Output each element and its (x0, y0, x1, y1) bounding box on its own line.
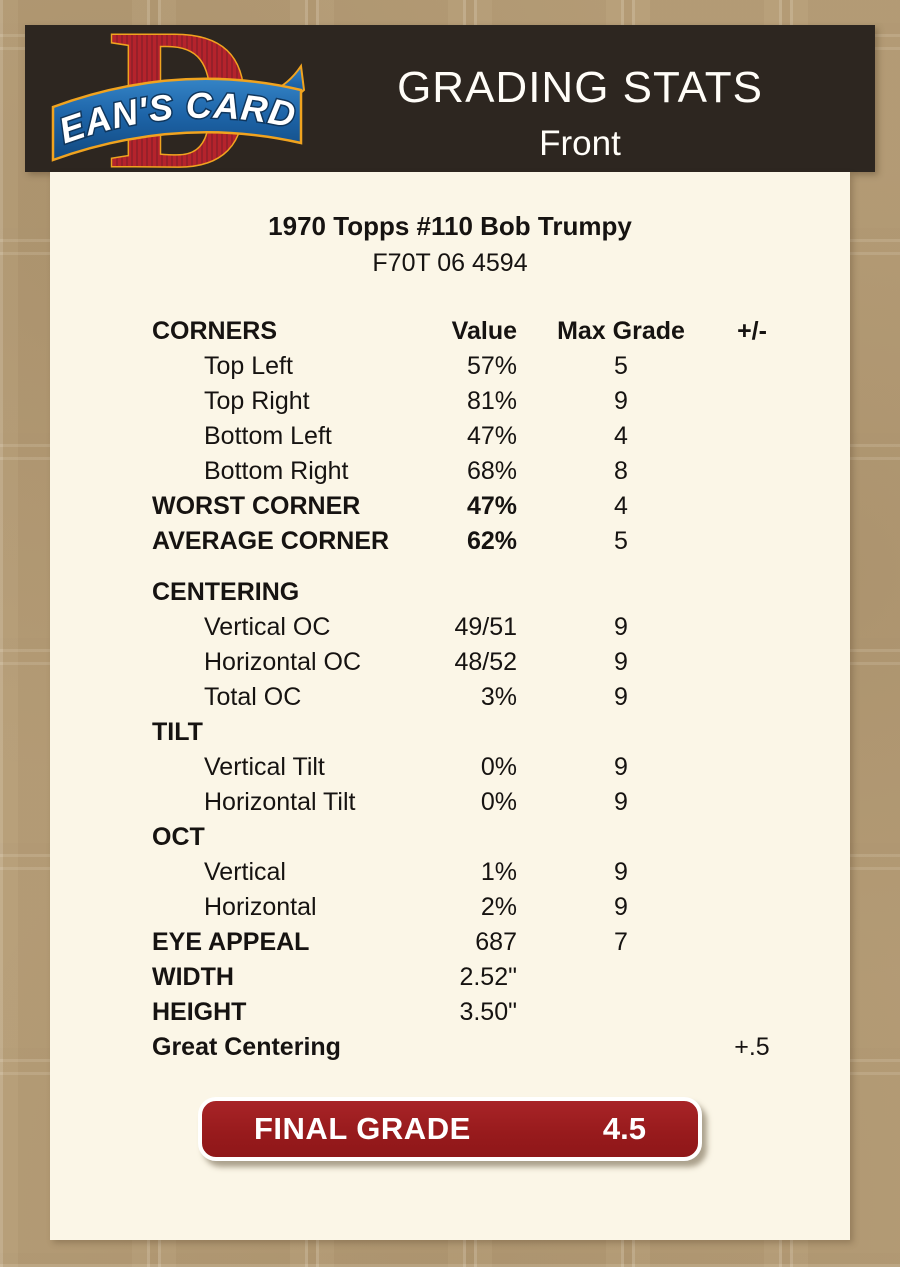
row-max-grade: 9 (614, 788, 628, 816)
row-label: AVERAGE CORNER (152, 527, 390, 555)
table-row-worst-corner: WORST CORNER 47% 4 (152, 489, 792, 524)
row-value: 1% (480, 858, 517, 886)
table-row: Top Right 81% 9 (152, 384, 792, 419)
table-row: Horizontal 2% 9 (152, 890, 792, 925)
table-row-width: WIDTH 2.52" (152, 960, 792, 995)
row-label: Top Right (204, 387, 310, 415)
row-value: 2.52" (459, 963, 517, 991)
table-row: Total OC 3% 9 (152, 680, 792, 715)
table-header-row: CORNERS Value Max Grade +/- (152, 314, 792, 349)
row-value: 0% (480, 788, 517, 816)
row-label: Total OC (204, 683, 302, 711)
section-label: TILT (152, 718, 203, 746)
card-title: 1970 Topps #110 Bob Trumpy (268, 211, 632, 241)
row-max-grade: 9 (614, 648, 628, 676)
final-grade-label: FINAL GRADE (254, 1111, 471, 1146)
table-section-gap (152, 559, 792, 575)
deans-cards-logo-icon: D DEAN'S CARDS (51, 30, 306, 172)
row-label: Horizontal (204, 893, 317, 921)
row-label: Bottom Right (204, 457, 349, 485)
row-value: 0% (480, 753, 517, 781)
row-max-grade: 9 (614, 613, 628, 641)
ribbon-banner (51, 77, 303, 162)
page-subtitle: Front (539, 124, 621, 163)
column-header-plus-minus: +/- (737, 317, 767, 345)
row-max-grade: 9 (614, 858, 628, 886)
row-value: 48/52 (454, 648, 517, 676)
page-title: GRADING STATS (397, 63, 763, 112)
row-value: 57% (466, 352, 517, 380)
table-row: Bottom Right 68% 8 (152, 454, 792, 489)
row-max-grade: 8 (614, 457, 628, 485)
row-max-grade: 7 (614, 928, 628, 956)
row-value: 3.50" (459, 998, 517, 1026)
card-serial-number: F70T 06 4594 (372, 249, 528, 277)
table-row-great-centering: Great Centering +.5 (152, 1030, 792, 1065)
page-header: D DEAN'S CARDS GRADING STATS Front (25, 25, 875, 172)
row-label: WIDTH (152, 963, 234, 991)
final-grade-value: 4.5 (602, 1111, 646, 1146)
row-label: Vertical Tilt (204, 753, 325, 781)
row-max-grade: 5 (614, 527, 628, 555)
table-row-average-corner: AVERAGE CORNER 62% 5 (152, 524, 792, 559)
row-value: 2% (480, 893, 517, 921)
row-label: Vertical (204, 858, 286, 886)
row-value: 47% (466, 492, 517, 520)
section-label: OCT (152, 823, 205, 851)
grading-report-panel: 1970 Topps #110 Bob Trumpy F70T 06 4594 … (50, 172, 850, 1240)
row-max-grade: 5 (614, 352, 628, 380)
table-section-centering: CENTERING (152, 575, 792, 610)
row-max-grade: 9 (614, 683, 628, 711)
row-value: 3% (480, 683, 517, 711)
column-header-corners: CORNERS (152, 317, 278, 345)
row-max-grade: 9 (614, 753, 628, 781)
row-max-grade: 4 (614, 492, 628, 520)
final-grade-banner: FINAL GRADE 4.5 (198, 1097, 702, 1161)
row-label: WORST CORNER (152, 492, 361, 520)
table-row: Top Left 57% 5 (152, 349, 792, 384)
column-header-max-grade: Max Grade (557, 317, 685, 345)
table-row-height: HEIGHT 3.50" (152, 995, 792, 1030)
table-section-tilt: TILT (152, 715, 792, 750)
table-row: Vertical Tilt 0% 9 (152, 750, 792, 785)
row-max-grade: 9 (614, 387, 628, 415)
table-section-oct: OCT (152, 820, 792, 855)
table-row: Vertical 1% 9 (152, 855, 792, 890)
row-label: Great Centering (152, 1033, 341, 1061)
row-label: HEIGHT (152, 998, 247, 1026)
row-max-grade: 4 (614, 422, 628, 450)
row-label: Top Left (204, 352, 293, 380)
row-value: 687 (475, 928, 517, 956)
row-value: 49/51 (454, 613, 517, 641)
row-plus-minus: +.5 (734, 1033, 770, 1061)
row-value: 62% (466, 527, 517, 555)
row-label: Bottom Left (204, 422, 332, 450)
table-row: Vertical OC 49/51 9 (152, 610, 792, 645)
row-value: 68% (466, 457, 517, 485)
table-row: Horizontal OC 48/52 9 (152, 645, 792, 680)
table-row-eye-appeal: EYE APPEAL 687 7 (152, 925, 792, 960)
column-header-value: Value (451, 317, 517, 345)
section-label: CENTERING (152, 578, 300, 606)
row-label: Vertical OC (204, 613, 331, 641)
table-row: Horizontal Tilt 0% 9 (152, 785, 792, 820)
grading-table: CORNERS Value Max Grade +/- Top Left 57%… (152, 314, 792, 1065)
header-titles: GRADING STATS Front (365, 25, 795, 172)
row-max-grade: 9 (614, 893, 628, 921)
row-value: 47% (466, 422, 517, 450)
table-row: Bottom Left 47% 4 (152, 419, 792, 454)
row-label: EYE APPEAL (152, 928, 310, 956)
row-label: Horizontal Tilt (204, 788, 356, 816)
row-value: 81% (466, 387, 517, 415)
row-label: Horizontal OC (204, 648, 361, 676)
